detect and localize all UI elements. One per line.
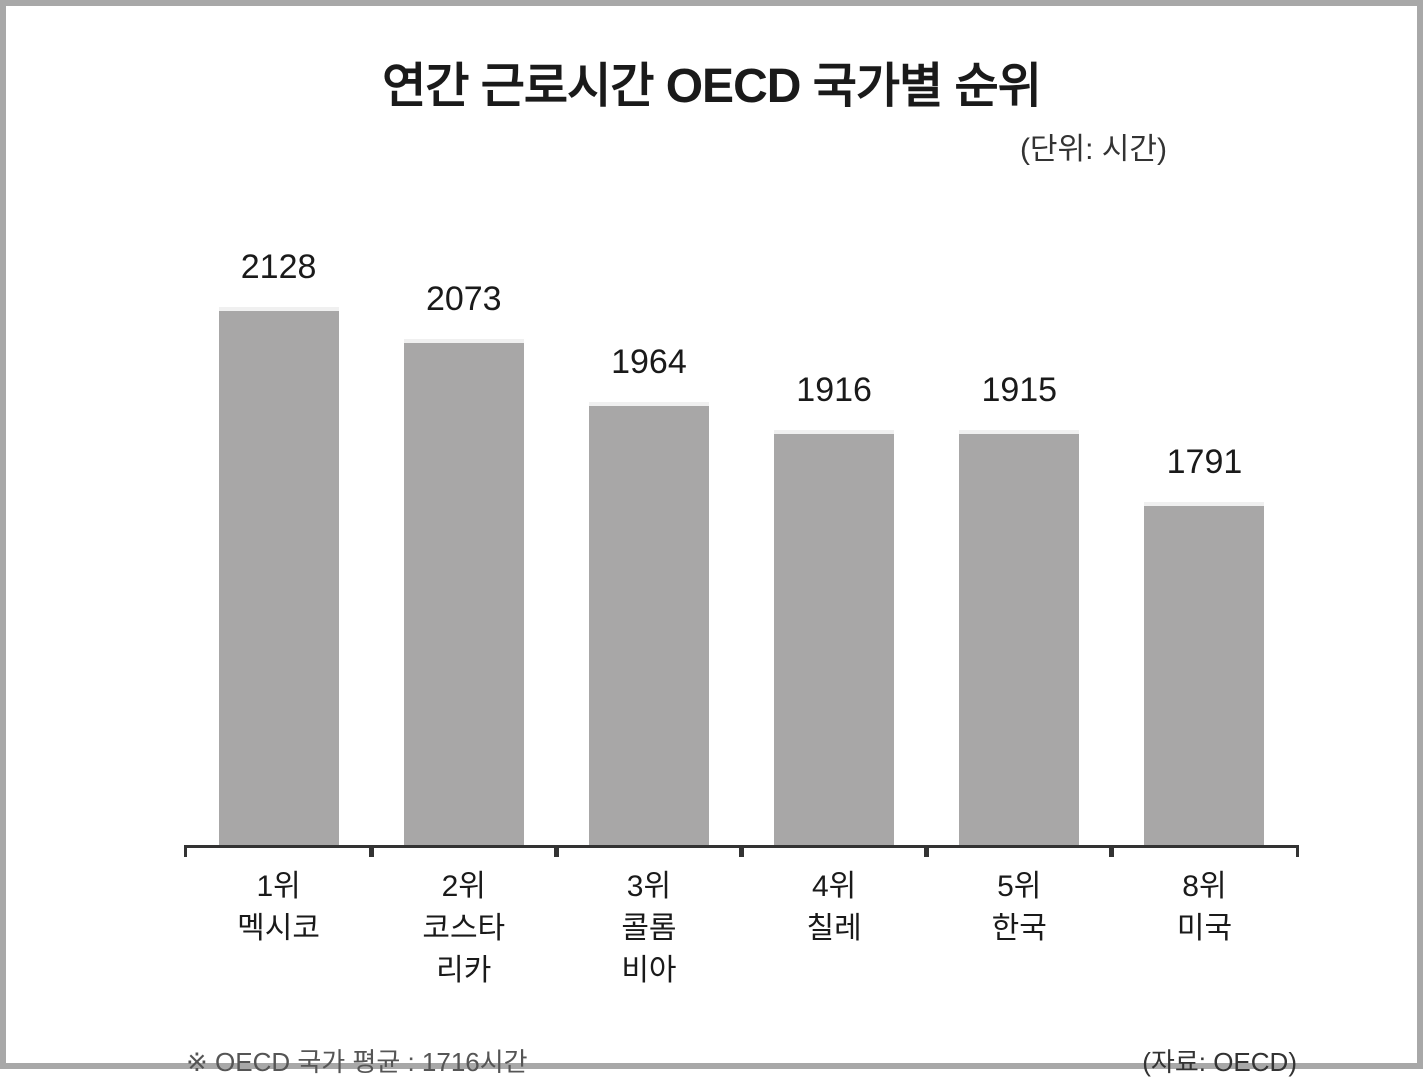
axis-tick <box>739 845 742 857</box>
chart-title: 연간 근로시간 OECD 국가별 순위 <box>56 46 1367 116</box>
axis-tick <box>1296 845 1299 857</box>
bar <box>1144 502 1264 845</box>
footnote: ※ OECD 국가 평균 : 1716시간 <box>186 1042 528 1079</box>
rank-label: 8위 <box>1112 866 1297 908</box>
bar-group: 2073 <box>371 268 556 845</box>
country-label: 한국 <box>927 908 1112 950</box>
country-label: 콜롬비아 <box>556 908 741 992</box>
bar-value-label: 1791 <box>1112 443 1297 482</box>
x-label-group: 3위콜롬비아 <box>556 866 741 992</box>
x-label-group: 1위멕시코 <box>186 866 371 992</box>
bar-value-label: 1964 <box>556 343 741 382</box>
bar-value-label: 2073 <box>371 280 556 319</box>
x-axis-labels: 1위멕시코2위코스타리카3위콜롬비아4위칠레5위한국8위미국 <box>186 866 1297 992</box>
country-label: 칠레 <box>742 908 927 950</box>
bar <box>589 402 709 845</box>
x-label-group: 5위한국 <box>927 866 1112 992</box>
bars-wrapper: 212820731964191619151791 <box>186 268 1297 848</box>
rank-label: 2위 <box>371 866 556 908</box>
bar-group: 1916 <box>742 268 927 845</box>
chart-footer: ※ OECD 국가 평균 : 1716시간 (자료: OECD) <box>186 1042 1297 1079</box>
rank-label: 3위 <box>556 866 741 908</box>
x-label-group: 4위칠레 <box>742 866 927 992</box>
country-label: 코스타리카 <box>371 908 556 992</box>
axis-tick <box>1109 845 1112 857</box>
bar <box>774 430 894 845</box>
bar-value-label: 1915 <box>927 371 1112 410</box>
bar-group: 1915 <box>927 268 1112 845</box>
bar <box>404 339 524 845</box>
x-label-group: 2위코스타리카 <box>371 866 556 992</box>
bar <box>219 307 339 845</box>
country-label: 멕시코 <box>186 908 371 950</box>
bar-group: 1791 <box>1112 268 1297 845</box>
axis-tick <box>554 845 557 857</box>
bar-value-label: 2128 <box>186 248 371 287</box>
axis-tick <box>924 845 927 857</box>
x-label-group: 8위미국 <box>1112 866 1297 992</box>
chart-plot-area: 212820731964191619151791 <box>186 268 1297 848</box>
bar-group: 1964 <box>556 268 741 845</box>
bar <box>959 430 1079 845</box>
bar-value-label: 1916 <box>742 371 927 410</box>
country-label: 미국 <box>1112 908 1297 950</box>
chart-subtitle: (단위: 시간) <box>56 124 1367 168</box>
axis-tick <box>369 845 372 857</box>
rank-label: 5위 <box>927 866 1112 908</box>
axis-tick <box>184 845 187 857</box>
source-label: (자료: OECD) <box>1142 1042 1297 1079</box>
bar-group: 2128 <box>186 268 371 845</box>
rank-label: 4위 <box>742 866 927 908</box>
chart-container: 연간 근로시간 OECD 국가별 순위 (단위: 시간) 21282073196… <box>0 0 1423 1069</box>
rank-label: 1위 <box>186 866 371 908</box>
